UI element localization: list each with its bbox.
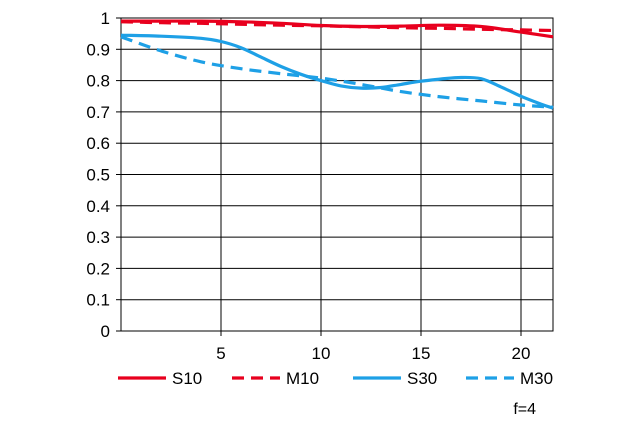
plot-frame: [120, 17, 554, 332]
series-line-m30: [120, 35, 554, 109]
axes: [116, 17, 554, 336]
y-tick-labels: 0 0.1 0.2 0.3 0.4 0.5 0.6 0.7 0.8 0.9 1: [86, 9, 110, 341]
series-line-s30: [120, 33, 554, 110]
y-tick-label: 0.6: [86, 134, 110, 153]
series-line-s10: [121, 19, 554, 39]
y-tick-label: 0.1: [86, 291, 110, 310]
x-tick-label: 20: [512, 344, 531, 363]
y-tick-label: 1: [101, 9, 110, 28]
legend-label-s10: S10: [172, 369, 202, 388]
legend-label-s30: S30: [407, 369, 437, 388]
x-tick-label: 15: [412, 344, 431, 363]
x-tick-labels: 5 10 15 20: [216, 344, 530, 363]
grid: [121, 17, 553, 332]
x-tick-label: 5: [216, 344, 225, 363]
y-tick-label: 0: [101, 322, 110, 341]
series-lines: [120, 19, 554, 110]
y-tick-label: 0.8: [86, 72, 110, 91]
y-tick-label: 0.2: [86, 259, 110, 278]
y-tick-label: 0.4: [86, 197, 110, 216]
y-tick-label: 0.3: [86, 228, 110, 247]
aperture-annotation: f=4: [513, 401, 536, 418]
legend-label-m10: M10: [286, 369, 319, 388]
legend-label-m30: M30: [520, 369, 553, 388]
legend: S10 M10 S30 M30: [118, 369, 553, 388]
y-tick-label: 0.7: [86, 103, 110, 122]
y-tick-label: 0.9: [86, 40, 110, 59]
y-tick-label: 0.5: [86, 166, 110, 185]
x-tick-label: 10: [312, 344, 331, 363]
